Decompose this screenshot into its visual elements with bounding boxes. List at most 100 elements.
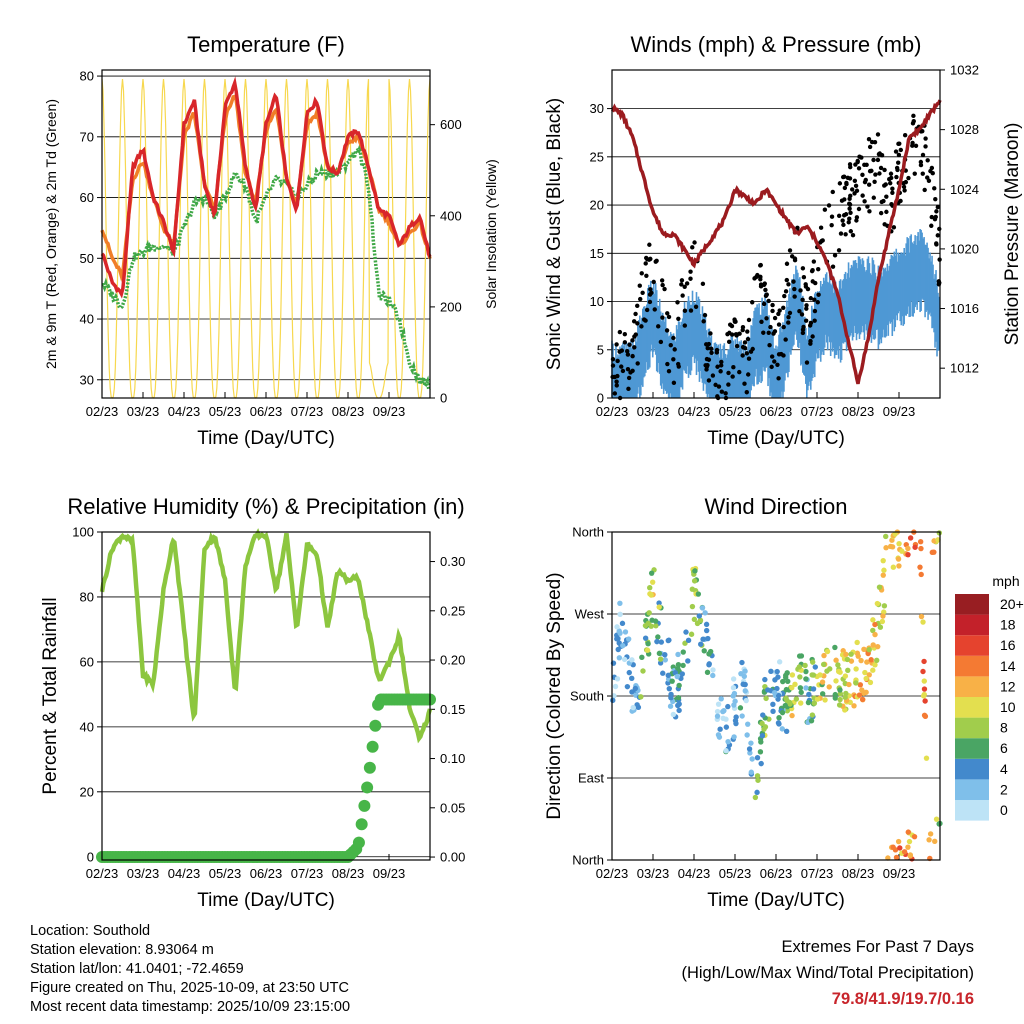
direction-point — [692, 568, 698, 574]
direction-point — [676, 707, 682, 714]
gust-point — [884, 194, 889, 199]
gust-point — [658, 339, 664, 345]
gust-point — [708, 331, 713, 336]
gust-point — [822, 207, 828, 212]
gust-point — [782, 293, 787, 299]
legend-swatch — [955, 655, 989, 677]
direction-point — [826, 684, 832, 690]
y-right-tick-label: 1020 — [950, 241, 979, 256]
gust-point — [935, 204, 941, 210]
direction-point — [782, 702, 788, 709]
precip-point — [363, 761, 376, 774]
gust-point — [935, 233, 940, 238]
gust-point — [929, 214, 934, 220]
gust-point — [888, 171, 894, 176]
gust-point — [714, 350, 720, 355]
gust-point — [652, 307, 657, 312]
direction-point — [820, 661, 827, 668]
gust-point — [896, 152, 902, 158]
gust-point — [732, 317, 737, 322]
gust-point — [786, 320, 791, 325]
gust-point — [934, 242, 939, 247]
gust-point — [890, 190, 895, 195]
gust-point — [929, 165, 935, 171]
gust-point — [797, 308, 802, 314]
direction-point — [876, 584, 883, 590]
x-tick-label: 07/23 — [291, 404, 324, 419]
gust-point — [730, 374, 735, 379]
gust-point — [865, 204, 870, 209]
x-tick-label: 04/23 — [678, 866, 711, 881]
gust-point — [656, 324, 661, 329]
gust-point — [664, 328, 670, 333]
gust-point — [648, 256, 653, 262]
direction-point — [797, 674, 803, 680]
gust-point — [612, 391, 618, 396]
gust-point — [863, 177, 868, 183]
gust-point — [647, 242, 652, 247]
direction-point — [837, 687, 843, 693]
direction-point — [679, 671, 685, 677]
gust-point — [866, 137, 872, 142]
direction-point — [629, 689, 635, 695]
gust-point — [811, 259, 817, 264]
direction-point — [622, 629, 629, 635]
x-axis-label: Time (Day/UTC) — [707, 428, 845, 449]
direction-point — [920, 668, 926, 675]
gust-point — [896, 160, 901, 165]
direction-point — [657, 656, 664, 662]
x-tick-label: 04/23 — [168, 404, 201, 419]
direction-point — [705, 635, 711, 642]
gust-point — [783, 289, 789, 294]
direction-point — [737, 705, 744, 711]
gust-point — [734, 343, 740, 349]
gust-point — [762, 281, 767, 286]
direction-point — [647, 585, 653, 591]
direction-point — [648, 570, 655, 576]
gust-point — [890, 186, 895, 191]
x-tick-label: 08/23 — [332, 404, 365, 419]
direction-point — [632, 685, 639, 692]
direction-point — [918, 613, 925, 620]
direction-point — [918, 545, 924, 552]
gust-point — [679, 278, 685, 283]
precip-point — [355, 818, 368, 831]
y-right-tick-label: 0.05 — [440, 800, 465, 815]
gust-point — [671, 357, 676, 362]
direction-point — [789, 712, 795, 719]
y-tick-label: 20 — [590, 198, 604, 213]
direction-point — [864, 659, 870, 665]
gust-point — [847, 216, 852, 221]
x-tick-label: 05/23 — [209, 404, 242, 419]
direction-point — [922, 698, 928, 704]
gust-point — [723, 391, 728, 396]
direction-point — [742, 668, 748, 674]
direction-point — [614, 676, 621, 682]
direction-point — [675, 665, 681, 672]
direction-point — [720, 715, 726, 721]
direction-point — [880, 572, 886, 578]
temp-2m-line — [100, 76, 432, 299]
direction-point — [859, 687, 865, 693]
direction-point — [835, 662, 841, 668]
direction-point — [653, 623, 659, 629]
direction-point — [798, 700, 804, 706]
direction-point — [675, 651, 681, 658]
gust-point — [910, 121, 916, 126]
direction-point — [754, 754, 761, 761]
legend-title: mph — [992, 573, 1019, 589]
direction-point — [720, 708, 726, 715]
direction-point — [749, 756, 755, 762]
gust-point — [744, 351, 750, 356]
gust-point — [693, 304, 699, 310]
gust-point — [766, 330, 771, 336]
direction-point — [822, 697, 828, 703]
gust-point — [801, 274, 807, 280]
direction-point — [730, 685, 737, 691]
direction-point — [811, 700, 818, 706]
legend-label: 16 — [1000, 637, 1016, 653]
direction-point — [862, 669, 868, 676]
gust-point — [744, 390, 749, 395]
direction-point — [802, 662, 808, 669]
direction-point — [899, 548, 905, 554]
